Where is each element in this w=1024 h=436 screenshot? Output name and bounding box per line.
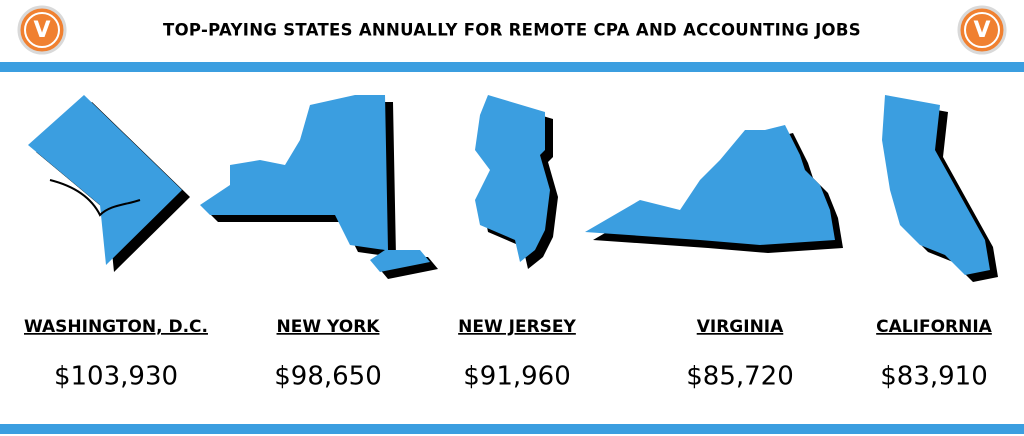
title: TOP-PAYING STATES ANNUALLY FOR REMOTE CP…: [163, 21, 861, 40]
logo-letter: V: [33, 18, 50, 43]
state-name: WASHINGTON, D.C.: [24, 317, 208, 337]
state-salary: $85,720: [686, 362, 794, 392]
state-name: NEW YORK: [277, 317, 381, 337]
map-california: [882, 95, 998, 282]
map-dc: [28, 95, 190, 272]
map-new-york: [200, 95, 438, 279]
logo-left: V: [17, 5, 67, 55]
state-salary: $91,960: [463, 362, 571, 392]
top-bar: [0, 62, 1024, 72]
logo-right: V: [957, 5, 1007, 55]
state-name: NEW JERSEY: [458, 317, 576, 337]
state-salary: $98,650: [274, 362, 382, 392]
logo-letter: V: [973, 18, 990, 43]
state-salary: $103,930: [54, 362, 178, 392]
bottom-bar: [0, 424, 1024, 434]
state-salary: $83,910: [880, 362, 988, 392]
map-virginia: [585, 125, 843, 253]
state-name: VIRGINIA: [697, 317, 784, 337]
state-name: CALIFORNIA: [876, 317, 992, 337]
map-new-jersey: [475, 95, 558, 269]
